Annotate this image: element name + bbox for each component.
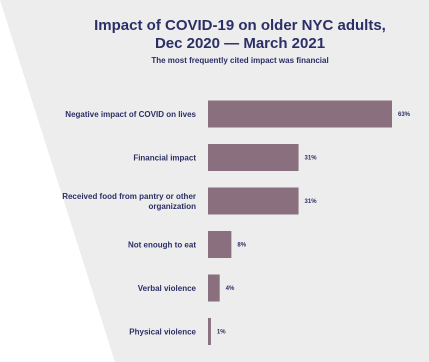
value-label: 31% — [305, 199, 318, 205]
value-label: 63% — [398, 112, 411, 118]
bar — [208, 318, 211, 345]
bar — [208, 100, 392, 128]
value-label: 8% — [237, 243, 246, 249]
chart-subtitle: The most frequently cited impact was fin… — [151, 56, 329, 65]
value-label: 1% — [217, 330, 226, 336]
category-label: Verbal violence — [138, 284, 197, 293]
category-label: Financial impact — [133, 154, 196, 163]
category-label: Not enough to eat — [128, 241, 196, 250]
category-label: Physical violence — [129, 328, 196, 337]
value-label: 31% — [305, 156, 318, 162]
chart-title: Impact of COVID-19 on older NYC adults, — [94, 17, 386, 34]
category-label: organization — [148, 202, 196, 211]
bar — [208, 187, 299, 215]
bar — [208, 144, 299, 171]
bar — [208, 231, 232, 258]
chart-title-line-2: Dec 2020 — March 2021 — [154, 35, 326, 52]
category-label: Received food from pantry or other — [62, 192, 196, 201]
bar — [208, 274, 220, 302]
value-label: 4% — [226, 286, 235, 292]
category-label: Negative impact of COVID on lives — [65, 110, 196, 119]
